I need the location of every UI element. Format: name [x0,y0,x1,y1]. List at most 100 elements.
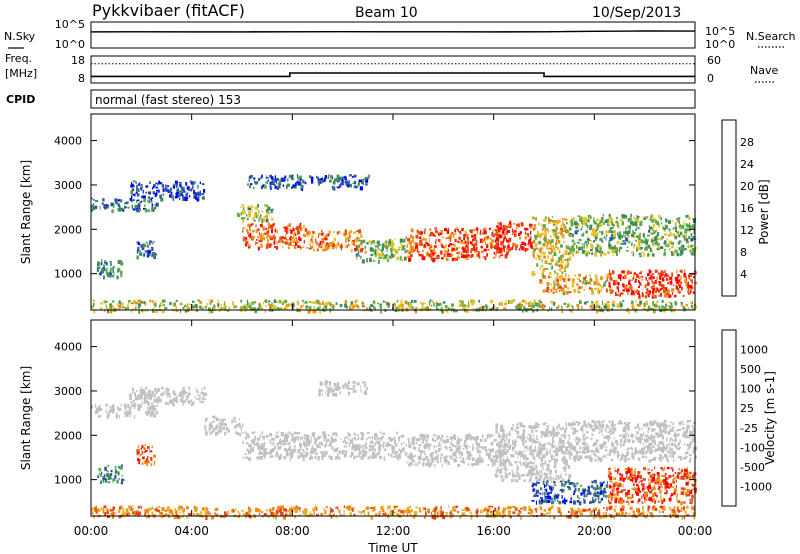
heatmap-cell [519,423,522,427]
heatmap-cell [120,274,123,278]
heatmap-cell [458,246,460,249]
heatmap-cell [652,301,655,305]
heatmap-cell [465,458,467,461]
heatmap-cell [433,302,435,307]
heatmap-cell [455,309,458,313]
heatmap-cell [98,415,102,418]
heatmap-cell [535,257,537,260]
heatmap-cell [652,294,656,298]
heatmap-cell [519,422,522,424]
heatmap-cell [648,290,652,293]
heatmap-cell [275,308,278,311]
heatmap-cell [557,287,560,290]
heatmap-cell [292,244,295,247]
heatmap-cell [464,444,468,449]
heatmap-cell [316,241,318,246]
heatmap-cell [539,268,541,270]
heatmap-cell [276,451,278,455]
heatmap-cell [466,450,469,454]
heatmap-cell [207,307,211,312]
heatmap-cell [417,456,421,460]
heatmap-cell [135,191,138,194]
heatmap-cell [160,197,164,202]
heatmap-cell [623,242,627,245]
heatmap-cell [153,460,156,464]
heatmap-cell [444,458,448,463]
heatmap-cell [247,223,249,227]
heatmap-cell [552,433,555,438]
heatmap-cell [475,439,478,444]
heatmap-cell [465,252,468,256]
heatmap-cell [539,470,541,473]
heatmap-cell [485,237,489,241]
heatmap-cell [538,222,540,225]
heatmap-cell [568,474,572,478]
heatmap-cell [481,239,485,243]
heatmap-cell [164,307,168,310]
heatmap-cell [258,218,260,222]
heatmap-cell [137,206,139,208]
heatmap-cell [507,432,510,435]
heatmap-cell [463,234,465,237]
heatmap-cell [529,236,532,240]
heatmap-cell [411,458,413,462]
heatmap-cell [205,432,208,436]
heatmap-cell [534,227,537,229]
heatmap-cell [344,229,347,234]
heatmap-cell [203,189,206,193]
heatmap-cell [364,453,367,456]
heatmap-cell [647,239,649,242]
heatmap-cell [288,447,290,451]
heatmap-cell [185,193,188,197]
heatmap-cell [394,238,396,241]
heatmap-cell [496,460,499,463]
heatmap-cell [543,462,546,465]
heatmap-cell [201,387,203,391]
heatmap-cell [562,479,565,482]
heatmap-cell [596,244,600,248]
heatmap-cell [132,400,134,403]
heatmap-cell [581,242,583,246]
heatmap-cell [246,214,248,217]
heatmap-cell [102,478,105,481]
heatmap-cell [492,307,494,310]
heatmap-cell [685,241,689,244]
heatmap-cell [637,286,640,288]
heatmap-cell [175,193,179,198]
heatmap-cell [162,392,165,396]
heatmap-cell [557,442,560,445]
heatmap-cell [413,300,417,303]
heatmap-cell [524,242,527,246]
heatmap-cell [515,246,517,251]
heatmap-cell [155,391,158,394]
heatmap-cell [347,238,349,242]
heatmap-cell [665,217,667,220]
heatmap-cell [270,218,274,221]
heatmap-cell [449,436,453,440]
heatmap-cell [668,228,671,232]
heatmap-cell [385,240,388,244]
heatmap-cell [422,434,424,438]
heatmap-cell [285,435,288,440]
heatmap-cell [290,236,294,240]
heatmap-cell [570,220,574,224]
heatmap-cell [109,475,112,479]
heatmap-cell [158,180,160,185]
heatmap-cell [222,306,226,310]
heatmap-cell [570,250,572,255]
heatmap-cell [588,242,590,245]
heatmap-cell [562,280,565,282]
heatmap-cell [595,232,599,237]
heatmap-cell [374,307,376,311]
heatmap-cell [512,228,514,233]
heatmap-cell [530,438,533,442]
heatmap-cell [274,237,276,242]
heatmap-cell [438,302,442,306]
heatmap-cell [212,420,215,424]
heatmap-cell [694,455,697,459]
heatmap-cell [157,401,159,404]
heatmap-cell [610,458,613,462]
heatmap-cell [677,233,680,236]
heatmap-cell [549,448,551,452]
heatmap-cell [496,242,499,246]
